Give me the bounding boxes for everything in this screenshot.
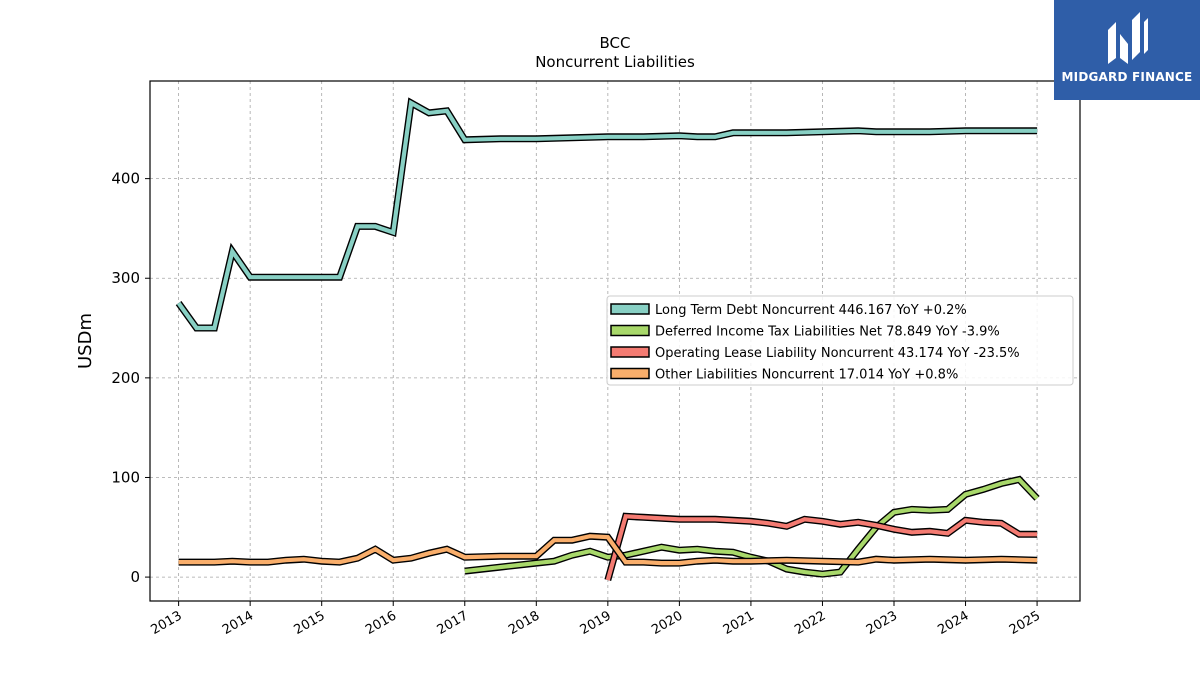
y-tick-label: 100 [111,468,140,486]
chart-title: BCC [600,34,631,52]
legend-entry: Long Term Debt Noncurrent 446.167 YoY +0… [655,303,967,318]
legend: Long Term Debt Noncurrent 446.167 YoY +0… [606,295,1074,386]
midgard-finance-logo: MIDGARD FINANCE [1054,0,1200,100]
series-lines [175,97,1040,582]
series-line-0 [176,99,1038,331]
y-tick-label: 400 [111,170,140,188]
x-tick-label: 2021 [721,608,757,638]
legend-entry: Deferred Income Tax Liabilities Net 78.8… [655,325,1000,340]
plot-frame [149,80,1081,602]
x-tick-label: 2016 [363,608,399,638]
x-tick-label: 2023 [864,608,900,638]
legend-box [606,295,1074,386]
legend-swatch [610,303,650,315]
legend-swatch [610,367,650,380]
x-tick-label: 2019 [578,608,614,638]
legend-entry: Other Liabilities Noncurrent 17.014 YoY … [655,368,958,383]
x-tick-label: 2014 [220,608,256,638]
y-tick-label: 200 [111,369,140,387]
legend-swatch [610,324,650,337]
x-tick-label: 2022 [792,608,828,638]
legend-swatch [610,346,650,358]
x-tick-label: 2013 [148,608,184,638]
y-axis-label: USDm [75,313,96,369]
x-tick-label: 2024 [935,608,971,638]
logo-text: MIDGARD FINANCE [1061,70,1193,84]
series-line-3 [178,534,1038,566]
x-tick-label: 2018 [506,608,542,638]
x-tick-label: 2017 [435,608,471,638]
y-tick-label: 0 [130,568,140,586]
y-tick-label: 300 [111,269,140,287]
x-tick-label: 2015 [292,608,328,638]
x-tick-label: 2025 [1007,608,1043,638]
axes: 2013 2014 2015 2016 2017 2018 2019 2020 2021 2022… [111,170,1043,638]
midgard-m-logo-icon [1108,12,1148,64]
legend-entry: Operating Lease Liability Noncurrent 43.… [655,346,1020,361]
series-line-2 [605,514,1038,581]
x-tick-label: 2020 [649,608,685,638]
chart-subtitle: Noncurrent Liabilities [535,53,695,71]
